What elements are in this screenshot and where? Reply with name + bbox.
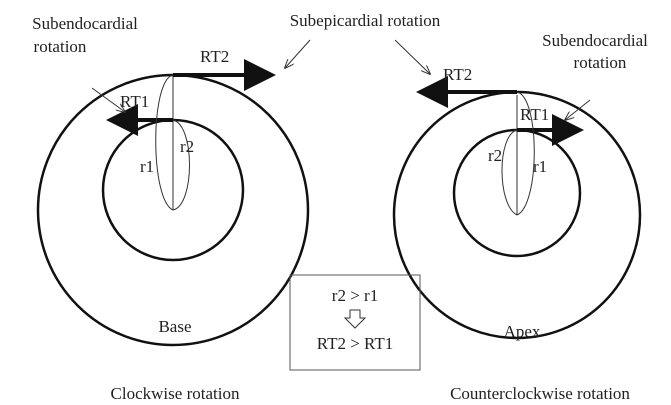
caption: Counterclockwise rotation — [450, 384, 630, 403]
label: r1 — [533, 157, 547, 176]
label: r2 — [488, 146, 502, 165]
annotation: rotation — [574, 53, 627, 72]
top-label: Subepicardial rotation — [290, 11, 441, 30]
summary-box: r2 > r1 RT2 > RT1 — [289, 274, 421, 371]
label: r2 — [180, 137, 194, 156]
annotation: rotation — [34, 37, 87, 56]
label: r1 — [140, 157, 154, 176]
pointer — [565, 99, 591, 120]
r2-curve — [155, 74, 174, 211]
base-diagram: RT2 RT1 r1 r2 Subendocardial rotation Ba… — [32, 14, 310, 403]
down-arrow — [343, 309, 367, 329]
name: Apex — [504, 322, 541, 341]
pointer — [91, 87, 125, 112]
annotation: Subendocardial — [32, 14, 138, 33]
label: RT1 — [520, 105, 549, 124]
label: RT2 — [200, 47, 229, 66]
label: RT2 — [443, 65, 472, 84]
apex-diagram: RT2 RT1 r1 r2 Subendocardial rotation Ap… — [392, 31, 648, 403]
r2-curve — [516, 91, 535, 216]
box — [289, 274, 421, 371]
r1-curve — [172, 119, 190, 211]
r1-curve — [501, 129, 518, 216]
pointer — [285, 39, 311, 68]
label: RT1 — [120, 92, 149, 111]
box-line: r2 > r1 — [332, 286, 378, 305]
caption: Clockwise rotation — [111, 384, 240, 403]
pointer — [394, 39, 430, 74]
box-line: RT2 > RT1 — [317, 334, 394, 353]
annotation: Subendocardial — [542, 31, 648, 50]
name: Base — [158, 317, 191, 336]
